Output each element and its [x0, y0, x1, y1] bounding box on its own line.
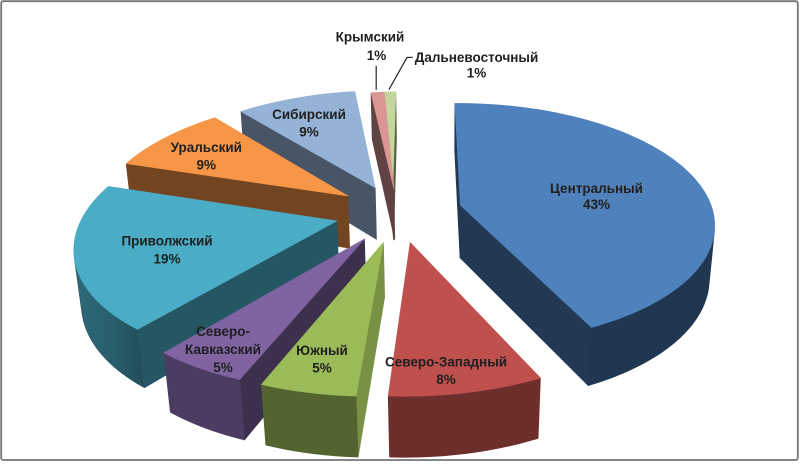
svg-text:Крымский: Крымский [336, 29, 405, 44]
svg-text:1%: 1% [367, 48, 387, 63]
